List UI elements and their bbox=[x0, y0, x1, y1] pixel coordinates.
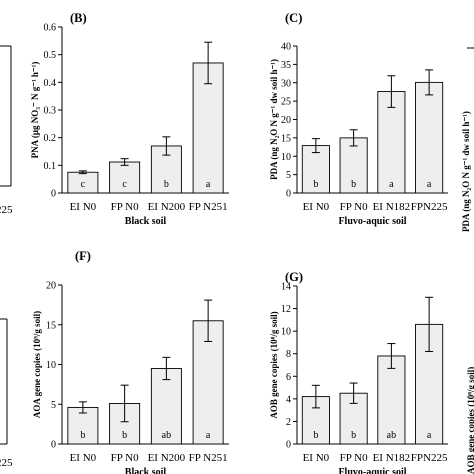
significance-letter: a bbox=[206, 179, 211, 190]
category-label: EI N0 bbox=[70, 201, 97, 213]
significance-letter: c bbox=[81, 179, 86, 190]
significance-letter: a bbox=[427, 179, 432, 190]
bar bbox=[339, 137, 368, 194]
x-axis-title: Black soil bbox=[125, 467, 167, 474]
y-tick-label: 4 bbox=[286, 394, 291, 405]
panel-label: (F) bbox=[75, 249, 91, 263]
y-tick-label: 20 bbox=[46, 281, 56, 292]
category-label: FP N0 bbox=[111, 201, 140, 213]
y-tick-label: 0.6 bbox=[44, 23, 57, 34]
significance-letter: ab bbox=[387, 430, 396, 441]
edge-tick-label-bottom: 225 bbox=[0, 457, 13, 469]
y-tick-label: 0.3 bbox=[44, 106, 57, 117]
significance-letter: b bbox=[313, 179, 318, 190]
y-tick-label: 10 bbox=[281, 327, 291, 338]
significance-letter: c bbox=[122, 179, 127, 190]
category-label: EI N200 bbox=[148, 201, 186, 213]
bar bbox=[415, 81, 444, 194]
category-label: EI N0 bbox=[303, 201, 330, 213]
category-label: FP N251 bbox=[189, 201, 228, 213]
significance-letter: b bbox=[80, 430, 85, 441]
panel-label: (G) bbox=[285, 270, 303, 284]
bar bbox=[192, 62, 224, 194]
panel-c-chart: 0 5 10 15 20 25 30 35 40 b EI N0 b FP N0 a EI N182 a FPN… bbox=[269, 11, 448, 227]
significance-letter: b bbox=[313, 430, 318, 441]
x-axis-title: Fluvo-aquic soil bbox=[338, 467, 406, 474]
significance-letter: b bbox=[122, 430, 127, 441]
significance-letter: a bbox=[206, 430, 211, 441]
y-tick-label: 6 bbox=[286, 372, 291, 383]
y-axis-title: AOB gene copies (10⁸/g soil) bbox=[269, 311, 279, 418]
category-label: FP N0 bbox=[340, 452, 369, 464]
y-tick-label: 0.1 bbox=[44, 161, 57, 172]
significance-letter: b bbox=[164, 179, 169, 190]
y-tick-label: 30 bbox=[281, 78, 291, 89]
category-label: FP N0 bbox=[340, 201, 369, 213]
y-tick-label: 5 bbox=[51, 400, 56, 411]
y-tick-label: 12 bbox=[281, 304, 291, 315]
y-tick-label: 15 bbox=[281, 133, 291, 144]
edge-ylabel-top: PDA (ng N₂O N g⁻¹ dw soil h⁻¹) bbox=[461, 111, 471, 232]
panel-f-chart: 0 5 10 15 20 b EI N0 b FP N0 ab EI N200 a FP N251 Bla… bbox=[32, 249, 229, 474]
y-tick-label: 0 bbox=[286, 189, 291, 200]
significance-letter: b bbox=[351, 179, 356, 190]
significance-letter: a bbox=[389, 179, 394, 190]
significance-letter: ab bbox=[162, 430, 171, 441]
category-label: FP N0 bbox=[111, 452, 140, 464]
y-tick-label: 0.5 bbox=[44, 50, 57, 61]
y-axis-title: AOA gene copies (10⁹/g soil) bbox=[32, 311, 42, 418]
bar bbox=[301, 145, 330, 194]
y-tick-label: 40 bbox=[281, 42, 291, 53]
significance-letter: b bbox=[351, 430, 356, 441]
right-edge-fragments: PDA (ng N₂O N g⁻¹ dw soil h⁻¹) AOB gene … bbox=[461, 47, 474, 474]
y-tick-label: 14 bbox=[281, 282, 291, 293]
panel-g-chart: 0 2 4 6 8 10 12 14 b EI N0 b FP N0 ab EI N182 a FPN225 F… bbox=[269, 270, 448, 474]
edge-tick-label-top: 225 bbox=[0, 204, 13, 216]
category-label: EI N182 bbox=[373, 201, 411, 213]
y-tick-label: 25 bbox=[281, 97, 291, 108]
y-tick-label: 35 bbox=[281, 60, 291, 71]
category-label: EI N182 bbox=[373, 452, 411, 464]
bar bbox=[109, 161, 141, 194]
y-tick-label: 10 bbox=[46, 360, 56, 371]
y-tick-label: 0 bbox=[286, 440, 291, 451]
y-axis-title: PDA (ng N₂O N g⁻¹ dw soil h⁻¹) bbox=[269, 59, 279, 180]
bar bbox=[150, 368, 182, 445]
y-tick-label: 20 bbox=[281, 115, 291, 126]
y-tick-label: 0.2 bbox=[44, 133, 57, 144]
bar bbox=[377, 91, 406, 194]
edge-ylabel-bottom: AOB gene copies (10⁸/g soil) bbox=[466, 367, 474, 474]
y-tick-label: 10 bbox=[281, 152, 291, 163]
category-label: EI N0 bbox=[70, 452, 97, 464]
y-tick-label: 2 bbox=[286, 417, 291, 428]
significance-letter: a bbox=[427, 430, 432, 441]
category-label: FP N251 bbox=[189, 452, 228, 464]
y-tick-label: 8 bbox=[286, 349, 291, 360]
category-label: EI N0 bbox=[303, 452, 330, 464]
y-tick-label: 0 bbox=[51, 440, 56, 451]
y-tick-label: 0.4 bbox=[44, 78, 57, 89]
y-axis-title: PNA (μg NO₃⁻ N g⁻¹ h⁻¹) bbox=[30, 62, 40, 159]
category-label: FPN225 bbox=[411, 452, 448, 464]
category-label: FPN225 bbox=[411, 201, 448, 213]
category-label: EI N200 bbox=[148, 452, 186, 464]
panel-b-chart: 0 0.1 0.2 0.3 0.4 0.5 0.6 c EI N0 c FP N0 b EI N200 a… bbox=[30, 11, 229, 227]
panel-label: (C) bbox=[285, 11, 302, 25]
bar bbox=[67, 406, 99, 445]
left-edge-fragments: 225 225 bbox=[0, 45, 13, 469]
panel-label: (B) bbox=[70, 11, 87, 25]
y-tick-label: 15 bbox=[46, 320, 56, 331]
x-axis-title: Fluvo-aquic soil bbox=[338, 216, 406, 227]
x-axis-title: Black soil bbox=[125, 216, 167, 227]
y-tick-label: 5 bbox=[286, 170, 291, 181]
y-tick-label: 0 bbox=[51, 189, 56, 200]
